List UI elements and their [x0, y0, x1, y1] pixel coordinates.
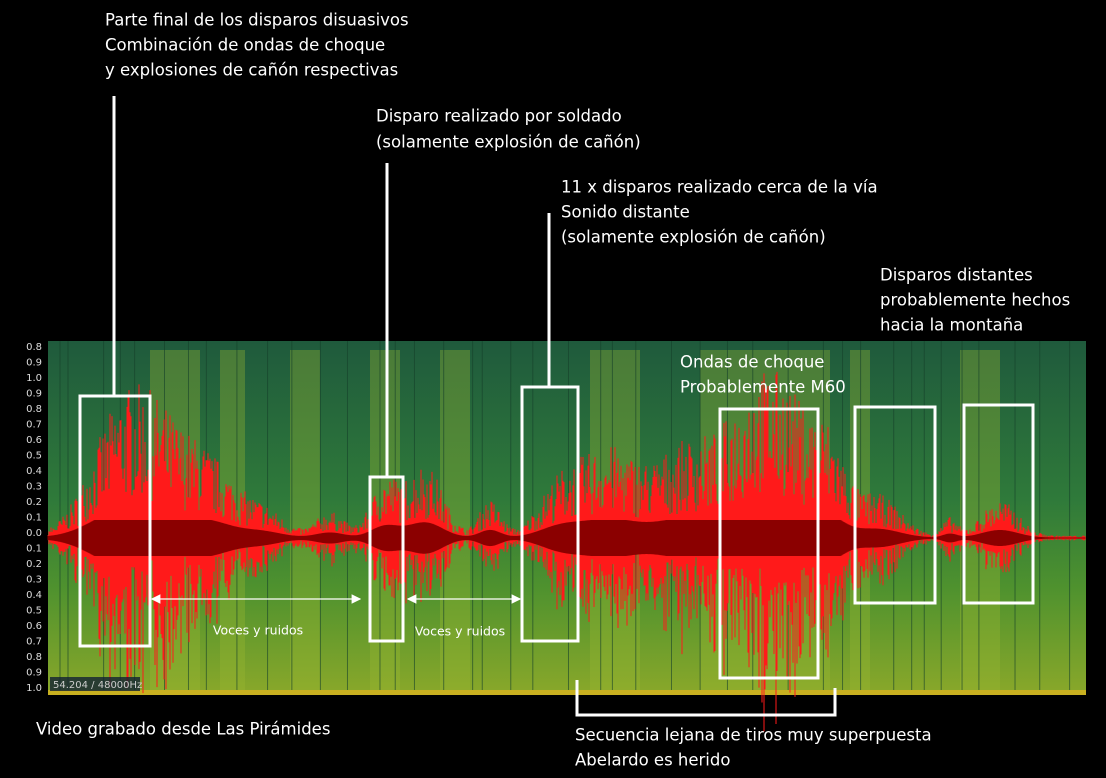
- axis-label: 0.6: [26, 435, 42, 446]
- box: [853, 405, 937, 605]
- annotation: probablemente hechos: [880, 291, 1070, 310]
- axis-label: 0.2: [26, 559, 42, 570]
- arrow-label: Voces y ruidos: [213, 623, 303, 638]
- box: [962, 403, 1035, 605]
- annotation: 11 x disparos realizado cerca de la vía: [561, 178, 878, 197]
- status: 54.204 / 48000Hz: [53, 680, 142, 691]
- annotation: Ondas de choque: [680, 353, 824, 372]
- axis-label: 0.4: [26, 466, 42, 477]
- axis-label: 0.0: [26, 528, 42, 539]
- annotation: Video grabado desde Las Pirámides: [36, 720, 330, 739]
- axis-label: 0.9: [26, 668, 42, 679]
- axis-label: 0.1: [26, 513, 42, 524]
- axis-label: 0.7: [26, 637, 42, 648]
- axis-label: 0.8: [26, 342, 42, 353]
- band: [960, 350, 1000, 690]
- annotation: hacia la montaña: [880, 316, 1023, 335]
- axis-label: 0.8: [26, 404, 42, 415]
- annotation: Probablemente M60: [680, 378, 846, 397]
- axis-label: 0.5: [26, 606, 42, 617]
- axis-label: 0.9: [26, 389, 42, 400]
- bracket: [575, 680, 837, 717]
- annotation: (solamente explosión de cañón): [561, 228, 826, 247]
- connectors: [112, 96, 837, 717]
- annotation: Abelardo es herido: [575, 751, 730, 770]
- annotation: Disparo realizado por soldado: [376, 107, 622, 126]
- annotation: y explosiones de cañón respectivas: [105, 61, 398, 80]
- annotation: Secuencia lejana de tiros muy superpuest…: [575, 726, 932, 745]
- axis-label: 0.2: [26, 497, 42, 508]
- annotation: Disparos distantes: [880, 266, 1033, 285]
- arrow-label: Voces y ruidos: [415, 624, 505, 639]
- annotation: Parte final de los disparos disuasivos: [105, 11, 409, 30]
- spectrogram-floor: [48, 690, 1086, 695]
- axis-label: 0.3: [26, 482, 42, 493]
- axis-label: 0.5: [26, 451, 42, 462]
- axis-label: 0.9: [26, 358, 42, 369]
- axis-label: 1.0: [26, 683, 42, 694]
- axis-label: 0.7: [26, 420, 42, 431]
- axis-label: 0.3: [26, 575, 42, 586]
- box: [718, 407, 820, 680]
- annotation: (solamente explosión de cañón): [376, 133, 641, 152]
- axis-label: 0.6: [26, 621, 42, 632]
- axis-label: 1.0: [26, 373, 42, 384]
- axis-label: 0.4: [26, 590, 42, 601]
- annotation: Combinación de ondas de choque: [105, 36, 385, 55]
- axis-label: 0.1: [26, 544, 42, 555]
- annotation: Sonido distante: [561, 203, 690, 222]
- status-bg: [50, 677, 140, 691]
- band: [290, 350, 320, 690]
- axis-label: 0.8: [26, 652, 42, 663]
